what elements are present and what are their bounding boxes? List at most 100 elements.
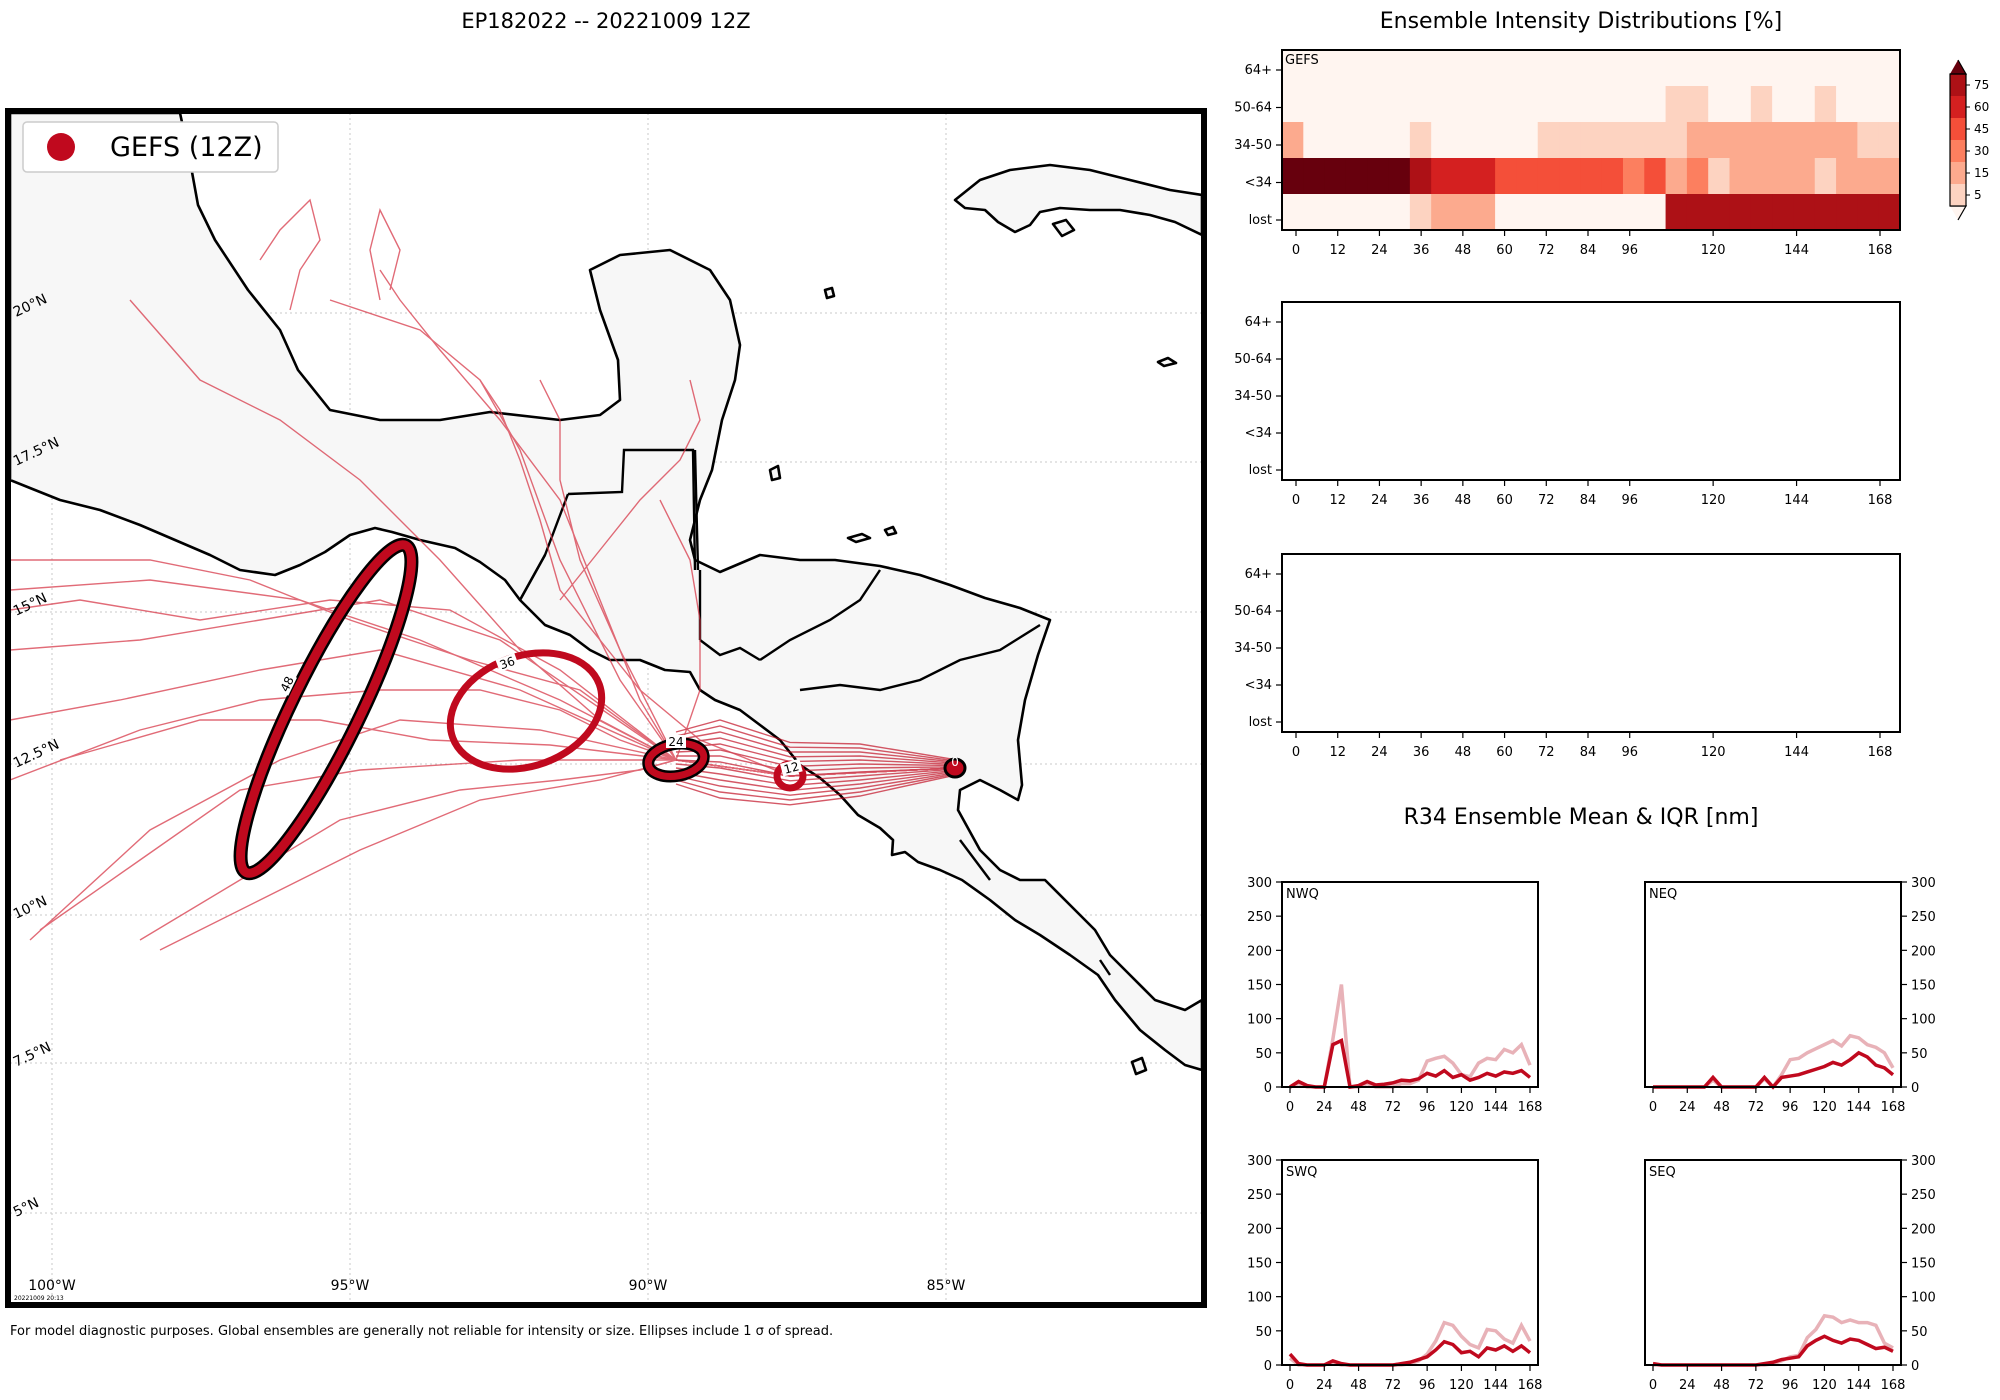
land-cuba — [953, 163, 1202, 237]
heatmap-cell — [1409, 50, 1432, 87]
heatmap-x-tick: 72 — [1538, 493, 1555, 508]
r34-x-tick: 144 — [1483, 1100, 1508, 1115]
r34-panel-neq: NEQ 0 50 100 150 200 250 300 0 24 48 72 96 120 144 168 — [1644, 876, 1936, 1115]
heatmap-y-tick: <34 — [1245, 678, 1272, 693]
heatmap-cell — [1836, 158, 1858, 195]
heatmap-cell — [1772, 122, 1795, 159]
heatmap-cell — [1495, 50, 1518, 87]
heatmap-cell — [1473, 122, 1496, 159]
heatmap-cell — [1708, 158, 1731, 195]
heatmap-cell — [1345, 158, 1368, 195]
heatmap-cell — [1345, 194, 1368, 231]
r34-x-tick: 144 — [1483, 1378, 1508, 1393]
heatmap-cell — [1686, 122, 1709, 159]
heatmap-x-tick: 36 — [1413, 493, 1430, 508]
heatmap-cell — [1559, 50, 1581, 87]
r34-x-tick: 24 — [1679, 1378, 1696, 1393]
heatmap-cell — [1750, 86, 1773, 123]
heatmap-cell — [1345, 86, 1368, 123]
heatmap-x-tick: 36 — [1413, 745, 1430, 760]
heatmap-cell — [1729, 86, 1752, 123]
r34-y-tick: 200 — [1911, 1222, 1936, 1237]
heatmap-cell — [1388, 50, 1411, 87]
r34-x-tick: 144 — [1846, 1100, 1871, 1115]
heatmap-cell — [1473, 194, 1496, 231]
heatmap-x-tick: 0 — [1292, 493, 1300, 508]
heatmap-x-tick: 120 — [1701, 243, 1726, 258]
colorbar-band — [1950, 162, 1966, 184]
heatmap-cell — [1559, 86, 1581, 123]
heatmap-cell — [1772, 194, 1795, 231]
r34-panel-label: NEQ — [1649, 887, 1677, 902]
heatmap-cell — [1324, 122, 1347, 159]
heatmap-cell — [1367, 194, 1390, 231]
heatmap-cell — [1303, 50, 1326, 87]
lon-tick-label: 90°W — [629, 1278, 668, 1294]
heatmap-cell — [1793, 50, 1816, 87]
heatmap-cell — [1686, 194, 1709, 231]
heatmap-cell — [1622, 122, 1645, 159]
heatmap-y-tick: 64+ — [1245, 567, 1272, 582]
heatmap-cell — [1516, 86, 1539, 123]
colorbar-tick: 15 — [1974, 166, 1989, 180]
heatmap-cell — [1409, 122, 1432, 159]
heatmap-cell — [1473, 86, 1496, 123]
r34-x-tick: 72 — [1385, 1378, 1402, 1393]
heatmap-cell — [1772, 86, 1795, 123]
colorbar-band — [1950, 96, 1966, 118]
heatmap-cell — [1388, 194, 1411, 231]
heatmap-cell — [1282, 122, 1304, 159]
heatmap-cell — [1836, 50, 1858, 87]
r34-y-tick: 100 — [1911, 1291, 1936, 1306]
r34-x-tick: 24 — [1679, 1100, 1696, 1115]
heatmap-x-tick: 24 — [1371, 243, 1388, 258]
heatmap-cell — [1537, 194, 1560, 231]
r34-panel-seq: SEQ 0 50 100 150 200 250 300 0 24 48 72 96 120 144 168 — [1644, 1154, 1936, 1393]
heatmap-cell — [1516, 194, 1539, 231]
r34-x-tick: 120 — [1812, 1100, 1837, 1115]
intensity-heatmap-empty-2: 64+ 50-64 34-50 <34 lost 0 12 24 36 48 60 72 84 96 120… — [1234, 553, 1901, 760]
heatmap-y-tick: lost — [1249, 213, 1272, 228]
heatmap-cell — [1836, 122, 1858, 159]
heatmap-cell — [1644, 158, 1667, 195]
heatmap-y-tick: 50-64 — [1234, 604, 1272, 619]
r34-x-tick: 120 — [1449, 1378, 1474, 1393]
heatmap-cell — [1729, 194, 1752, 231]
r34-y-tick: 0 — [1264, 1081, 1272, 1096]
map-frame — [5, 108, 1207, 1308]
heatmap-cell — [1622, 50, 1645, 87]
r34-y-tick: 150 — [1911, 1257, 1936, 1272]
heatmap-x-tick: 144 — [1784, 243, 1809, 258]
heatmap-cell — [1516, 158, 1539, 195]
r34-y-tick: 200 — [1911, 944, 1936, 959]
heatmap-cell — [1708, 194, 1731, 231]
intensity-heatmap-gefs: GEFS 64+ 50-64 34-50 <34 lost 0 12 24 36 48 60 72 84 9… — [1234, 49, 1901, 258]
heatmap-x-tick: 144 — [1784, 493, 1809, 508]
heatmap-cell — [1793, 194, 1816, 231]
r34-x-tick: 24 — [1316, 1378, 1333, 1393]
heatmap-cell — [1580, 86, 1603, 123]
r34-y-tick: 0 — [1911, 1081, 1919, 1096]
r34-y-tick: 50 — [1911, 1325, 1928, 1340]
heatmap-cell — [1580, 50, 1603, 87]
ellipse-labels: 48 36 24 12 0 — [276, 653, 959, 777]
r34-y-tick: 0 — [1264, 1359, 1272, 1374]
r34-panel-swq: SWQ 0 50 100 150 200 250 300 0 24 48 72 96 120 144 168 — [1247, 1154, 1542, 1393]
r34-x-tick: 72 — [1748, 1378, 1765, 1393]
lon-tick-label: 85°W — [927, 1278, 966, 1294]
heatmap-x-tick: 0 — [1292, 745, 1300, 760]
heatmap-cell — [1431, 194, 1454, 231]
heatmap-cell — [1409, 194, 1432, 231]
ellipse-label-48: 48 — [278, 674, 297, 694]
r34-x-tick: 96 — [1782, 1378, 1799, 1393]
r34-y-tick: 250 — [1247, 1188, 1272, 1203]
heatmap-x-tick: 0 — [1292, 243, 1300, 258]
heatmap-cell — [1729, 158, 1752, 195]
r34-x-tick: 24 — [1316, 1100, 1333, 1115]
heatmap-cell — [1665, 194, 1688, 231]
ellipse-label-36: 36 — [498, 654, 517, 672]
colorbar-band — [1950, 140, 1966, 162]
heatmap-cell — [1580, 194, 1603, 231]
heatmap-cell — [1367, 158, 1390, 195]
